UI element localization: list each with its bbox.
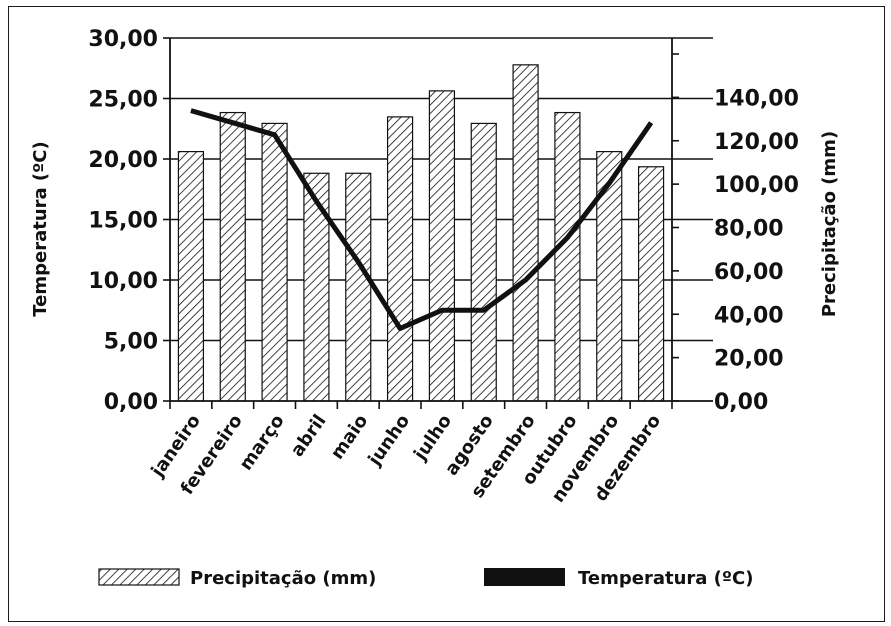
temperature-series-line <box>190 108 654 331</box>
category-label: março <box>235 411 288 475</box>
left-tick-label: 15,00 <box>88 209 158 234</box>
chart-frame <box>8 6 885 622</box>
category-label: junho <box>364 411 414 471</box>
left-tick-label: 0,00 <box>104 390 158 415</box>
precipitation-bar <box>303 172 330 402</box>
legend-line-label: Temperatura (ºC) <box>578 568 754 589</box>
gridlines <box>170 37 713 342</box>
right-tick-label: 40,00 <box>714 303 784 328</box>
category-labels: janeirofevereiromarçoabrilmaiojunhojulho… <box>147 411 666 507</box>
precipitation-bar <box>428 90 456 402</box>
right-axis-title: Precipitação (mm) <box>819 131 840 317</box>
left-axis-title: Temperatura (ºC) <box>30 141 51 317</box>
precipitation-bar <box>637 166 665 402</box>
right-tick-label: 0,00 <box>714 390 768 415</box>
precipitation-bar <box>345 172 372 402</box>
left-tick-label: 20,00 <box>88 148 158 173</box>
temperature-line <box>190 108 654 331</box>
precipitation-bar <box>554 111 581 402</box>
right-tick-label: 120,00 <box>714 130 799 155</box>
right-tick-label: 80,00 <box>714 217 784 242</box>
right-tick-label: 100,00 <box>714 173 799 198</box>
precipitation-bar <box>470 122 497 402</box>
right-tick-label: 60,00 <box>714 260 784 285</box>
legend-bar-label: Precipitação (mm) <box>190 568 376 589</box>
left-tick-label: 5,00 <box>104 330 158 355</box>
legend-bar-swatch <box>98 568 180 586</box>
legend-line-swatch <box>484 568 565 586</box>
precipitation-bar <box>219 111 246 402</box>
precipitation-bar <box>512 64 539 402</box>
right-tick-label: 20,00 <box>714 347 784 372</box>
left-tick-label: 30,00 <box>88 27 158 52</box>
precipitation-bars <box>177 64 665 402</box>
legend: Precipitação (mm) Temperatura (ºC) <box>98 568 754 589</box>
precipitation-bar <box>386 116 414 402</box>
category-label: abril <box>287 411 331 461</box>
precipitation-bar <box>261 122 288 402</box>
right-axis-ticks: 0,00 20,00 40,00 60,00 80,00 100,00 120,00 140,… <box>672 53 799 415</box>
left-axis-ticks: 0,00 5,00 10,00 15,00 20,00 25,00 30,00 <box>88 27 170 415</box>
precipitation-bar <box>596 150 623 402</box>
right-tick-label: 140,00 <box>714 86 799 111</box>
left-tick-label: 10,00 <box>88 269 158 294</box>
precipitation-bar <box>177 150 205 402</box>
left-tick-label: 25,00 <box>88 88 158 113</box>
